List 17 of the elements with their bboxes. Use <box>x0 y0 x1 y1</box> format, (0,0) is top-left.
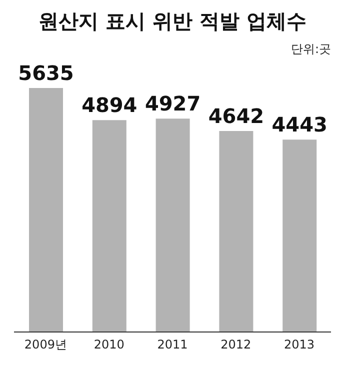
data-label: 4894 <box>82 93 138 118</box>
x-tick-label: 2011 <box>157 338 188 352</box>
data-label: 4443 <box>272 112 328 137</box>
bar <box>156 118 190 332</box>
data-label: 4927 <box>144 92 201 116</box>
data-label: 4642 <box>208 104 264 128</box>
x-tick-label: 2012 <box>220 338 252 352</box>
x-tick-label: 2010 <box>94 338 124 352</box>
x-tick-label: 2013 <box>284 338 315 352</box>
data-label: 5635 <box>18 61 74 85</box>
text: 단위:곳 <box>290 41 332 58</box>
bar <box>282 140 317 332</box>
bar <box>219 131 254 332</box>
bar <box>92 120 126 332</box>
x-tick-label: 2009년 <box>24 338 67 352</box>
bar <box>29 88 63 332</box>
chart-title: 원산지 표시 위반 적발 업체수 <box>38 8 308 35</box>
